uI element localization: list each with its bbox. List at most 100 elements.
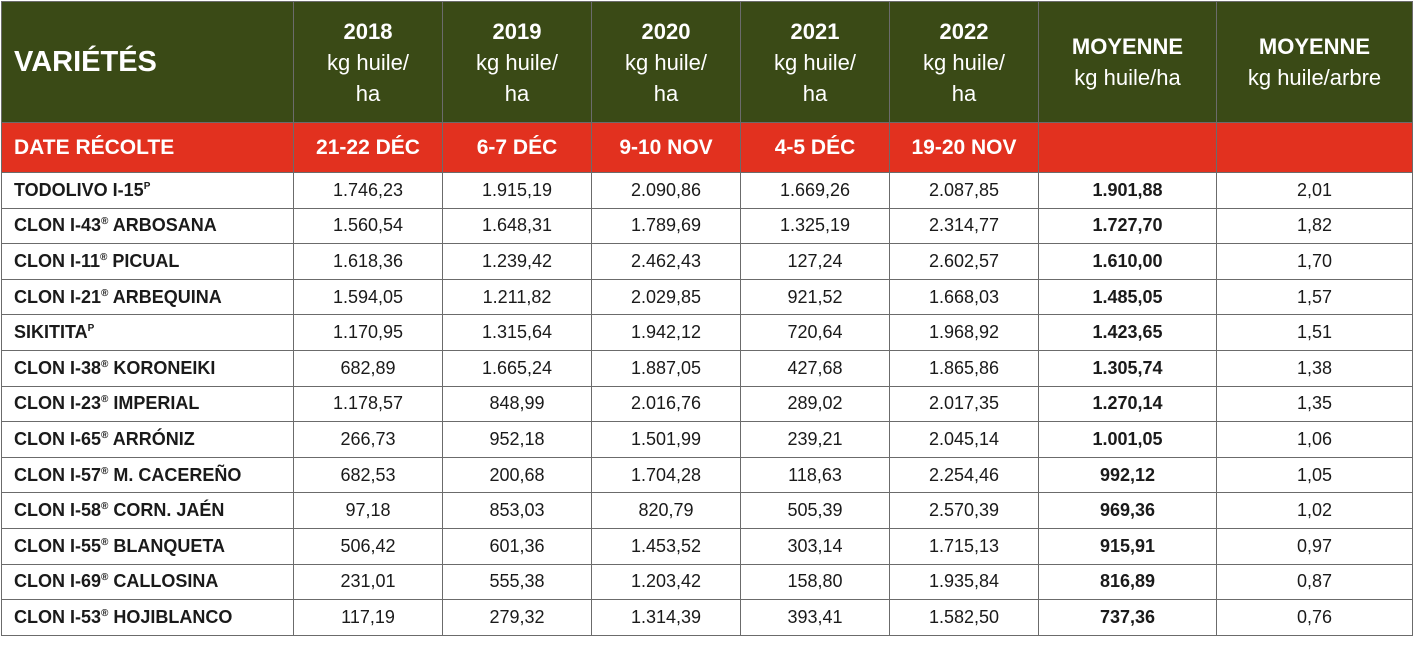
year-label: 2020: [641, 18, 691, 44]
variety-name: CLON I-11® PICUAL: [1, 243, 294, 280]
variety-label: CLON I-65: [14, 428, 102, 449]
yield-value: 555,38: [442, 563, 592, 601]
yield-value: 848,99: [442, 385, 592, 423]
yield-value: 1.239,42: [442, 243, 592, 280]
yield-value: 1.178,57: [293, 385, 443, 423]
yield-value: 1.203,42: [591, 563, 741, 601]
average-per-tree-value: 1,05: [1216, 456, 1413, 494]
variety-suffix: HOJIBLANCO: [108, 606, 233, 627]
unit-label: ha: [802, 80, 828, 106]
yield-value: 1.942,12: [591, 314, 741, 351]
variety-suffix: CORN. JAÉN: [108, 500, 225, 521]
unit-label: kg huile/: [625, 49, 707, 75]
yield-value: 1.669,26: [740, 172, 890, 209]
yield-value: 158,80: [740, 563, 890, 601]
variety-name: TODOLIVO I-15P: [1, 172, 294, 209]
yield-value: 239,21: [740, 421, 890, 458]
yield-value: 2.090,86: [591, 172, 741, 209]
harvest-date-2022: 19-20 NOV: [889, 122, 1039, 173]
yield-value: 2.045,14: [889, 421, 1039, 458]
yield-value: 601,36: [442, 527, 592, 565]
yield-value: 1.746,23: [293, 172, 443, 209]
yield-value: 2.314,77: [889, 207, 1039, 245]
yield-value: 682,89: [293, 349, 443, 387]
varieties-header: VARIÉTÉS: [1, 1, 294, 123]
yield-value: 1.715,13: [889, 527, 1039, 565]
yield-value: 1.887,05: [591, 349, 741, 387]
average-per-ha-value: 1.305,74: [1038, 349, 1217, 387]
yield-value: 266,73: [293, 421, 443, 458]
variety-label: CLON I-38: [14, 357, 102, 378]
average-per-tree-value: 1,70: [1216, 243, 1413, 280]
yield-value: 1.665,24: [442, 349, 592, 387]
average-per-ha-value: 1.901,88: [1038, 172, 1217, 209]
average-per-ha-value: 1.001,05: [1038, 421, 1217, 458]
variety-name: CLON I-38® KORONEIKI: [1, 349, 294, 387]
variety-mark: ®: [101, 216, 109, 228]
yield-value: 2.254,46: [889, 456, 1039, 494]
average-per-tree-value: 1,35: [1216, 385, 1413, 423]
yield-value: 1.453,52: [591, 527, 741, 565]
unit-label: kg huile/: [923, 49, 1005, 75]
yield-value: 505,39: [740, 492, 890, 529]
average-per-tree-value: 0,87: [1216, 563, 1413, 601]
table-row: TODOLIVO I-15P 1.746,23 1.915,19 2.090,86 1.…: [1, 172, 1413, 209]
yield-value: 820,79: [591, 492, 741, 529]
average-per-ha-value: 969,36: [1038, 492, 1217, 529]
harvest-date-avg-ha: [1038, 122, 1217, 173]
variety-label: CLON I-69: [14, 571, 102, 592]
yield-value: 1.582,50: [889, 599, 1039, 636]
yield-value: 118,63: [740, 456, 890, 494]
variety-name: CLON I-21® ARBEQUINA: [1, 278, 294, 316]
yield-value: 279,32: [442, 599, 592, 636]
yield-value: 1.968,92: [889, 314, 1039, 351]
variety-suffix: ARBOSANA: [108, 215, 217, 236]
variety-mark: ®: [101, 287, 109, 299]
unit-label: ha: [355, 80, 381, 106]
variety-suffix: CALLOSINA: [108, 571, 219, 592]
yield-value: 1.325,19: [740, 207, 890, 245]
variety-name: CLON I-69® CALLOSINA: [1, 563, 294, 601]
variety-mark: ®: [100, 251, 108, 263]
yield-value: 1.935,84: [889, 563, 1039, 601]
variety-mark: P: [87, 323, 95, 335]
yield-value: 2.029,85: [591, 278, 741, 316]
average-per-ha-value: 816,89: [1038, 563, 1217, 601]
average-per-tree-value: 1,82: [1216, 207, 1413, 245]
table-header: VARIÉTÉS 2018 kg huile/ha 2019 kg huile/ha…: [1, 1, 1413, 173]
variety-suffix: ARRÓNIZ: [108, 428, 195, 449]
table-body: TODOLIVO I-15P 1.746,23 1.915,19 2.090,86 1.…: [1, 172, 1413, 636]
average-per-ha-value: 1.727,70: [1038, 207, 1217, 245]
unit-label: kg huile/: [774, 49, 856, 75]
variety-mark: P: [143, 180, 151, 192]
variety-suffix: M. CACEREÑO: [108, 464, 242, 485]
yield-value: 393,41: [740, 599, 890, 636]
table-row: CLON I-58® CORN. JAÉN 97,18 853,03 820,79 50…: [1, 492, 1413, 529]
variety-name: CLON I-55® BLANQUETA: [1, 527, 294, 565]
average-per-tree-header: MOYENNE kg huile/arbre: [1216, 1, 1413, 123]
variety-suffix: KORONEIKI: [108, 357, 216, 378]
harvest-date-row: DATE RÉCOLTE 21-22 DÉC 6-7 DÉC 9-10 NOV …: [1, 122, 1413, 173]
yield-value: 1.315,64: [442, 314, 592, 351]
average-per-tree-value: 1,38: [1216, 349, 1413, 387]
unit-label: kg huile/: [476, 49, 558, 75]
average-per-ha-value: 737,36: [1038, 599, 1217, 636]
harvest-date-label: DATE RÉCOLTE: [1, 122, 294, 173]
variety-name: SIKITITAP: [1, 314, 294, 351]
yield-value: 427,68: [740, 349, 890, 387]
average-unit: kg huile/ha: [1074, 65, 1181, 90]
yield-value: 1.915,19: [442, 172, 592, 209]
variety-label: CLON I-58: [14, 500, 102, 521]
yield-value: 200,68: [442, 456, 592, 494]
variety-label: CLON I-57: [14, 464, 102, 485]
average-per-ha-value: 1.485,05: [1038, 278, 1217, 316]
yield-value: 1.211,82: [442, 278, 592, 316]
average-per-tree-value: 1,57: [1216, 278, 1413, 316]
yield-value: 1.789,69: [591, 207, 741, 245]
yield-table: VARIÉTÉS 2018 kg huile/ha 2019 kg huile/ha…: [1, 1, 1413, 636]
yield-value: 720,64: [740, 314, 890, 351]
unit-label: ha: [504, 80, 530, 106]
yield-value: 921,52: [740, 278, 890, 316]
variety-name: CLON I-23® IMPERIAL: [1, 385, 294, 423]
